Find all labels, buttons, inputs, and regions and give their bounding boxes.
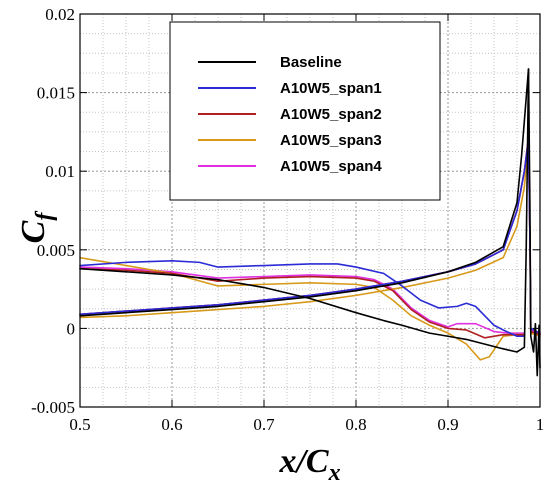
legend: Baseline A10W5_span1 A10W5_span2 A10W5_span… <box>169 21 441 201</box>
y-axis-title-main: C <box>15 220 52 243</box>
y-tick-label: 0 <box>67 319 76 338</box>
legend-label: Baseline <box>280 54 342 71</box>
series-line-baseline-upper <box>79 68 530 353</box>
y-tick-label: -0.005 <box>31 398 75 417</box>
y-tick-label: 0.01 <box>45 162 75 181</box>
series-layer <box>79 68 541 377</box>
plot-frame <box>79 13 541 408</box>
legend-label: A10W5_span4 <box>280 158 382 175</box>
legend-box <box>169 21 441 201</box>
x-tick-label: 0.5 <box>69 415 90 434</box>
legend-label: A10W5_span2 <box>280 106 382 123</box>
legend-label: A10W5_span3 <box>280 132 382 149</box>
series-line-baseline-lower <box>79 68 541 377</box>
y-axis-title-sub: f <box>32 211 58 221</box>
x-tick-label: 0.8 <box>345 415 366 434</box>
x-tick-label: 1 <box>536 415 545 434</box>
x-axis-title: x/Cx <box>278 443 340 486</box>
x-tick-label: 0.6 <box>161 415 182 434</box>
ticks: 0.5 0.6 0.7 0.8 0.9 1 -0.005 0 0.005 0.01 0.015 0.0… <box>31 5 544 434</box>
x-tick-label: 0.9 <box>437 415 458 434</box>
x-tick-label: 0.7 <box>253 415 275 434</box>
x-axis-title-sub: x <box>328 460 341 486</box>
y-tick-label: 0.005 <box>37 241 75 260</box>
series-line-a10w5-span1-upper <box>79 260 526 338</box>
x-axis-title-main: x/C <box>278 443 328 480</box>
y-tick-label: 0.015 <box>37 84 75 103</box>
y-tick-label: 0.02 <box>45 5 75 24</box>
series-line-a10w5-span4-upper <box>79 266 526 334</box>
legend-label: A10W5_span1 <box>280 80 382 97</box>
y-axis-title: Cf <box>15 211 58 244</box>
series-line-a10w5-span3-upper <box>79 256 526 361</box>
